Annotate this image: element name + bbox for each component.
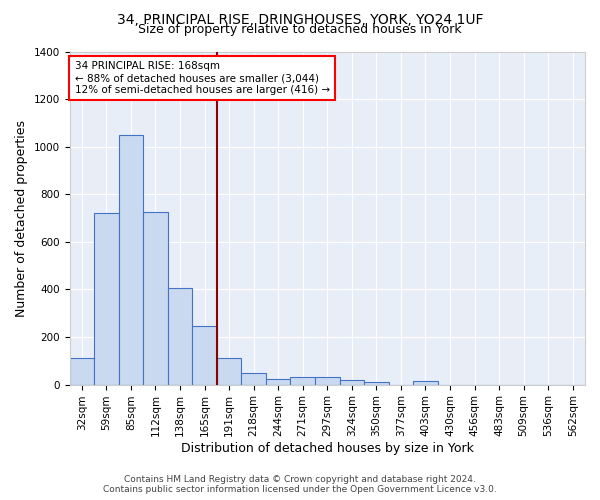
Bar	[340, 380, 364, 384]
Bar	[70, 358, 94, 384]
Text: 34, PRINCIPAL RISE, DRINGHOUSES, YORK, YO24 1UF: 34, PRINCIPAL RISE, DRINGHOUSES, YORK, Y…	[117, 12, 483, 26]
Bar	[143, 212, 168, 384]
Text: Contains HM Land Registry data © Crown copyright and database right 2024.
Contai: Contains HM Land Registry data © Crown c…	[103, 474, 497, 494]
Bar	[266, 378, 290, 384]
Text: 34 PRINCIPAL RISE: 168sqm
← 88% of detached houses are smaller (3,044)
12% of se: 34 PRINCIPAL RISE: 168sqm ← 88% of detac…	[74, 62, 330, 94]
Bar	[241, 372, 266, 384]
Bar	[94, 214, 119, 384]
Text: Size of property relative to detached houses in York: Size of property relative to detached ho…	[138, 22, 462, 36]
Bar	[315, 378, 340, 384]
Y-axis label: Number of detached properties: Number of detached properties	[15, 120, 28, 316]
Bar	[192, 326, 217, 384]
Bar	[413, 381, 438, 384]
X-axis label: Distribution of detached houses by size in York: Distribution of detached houses by size …	[181, 442, 474, 455]
Bar	[364, 382, 389, 384]
Bar	[290, 378, 315, 384]
Bar	[217, 358, 241, 384]
Bar	[168, 288, 192, 384]
Bar	[119, 135, 143, 384]
